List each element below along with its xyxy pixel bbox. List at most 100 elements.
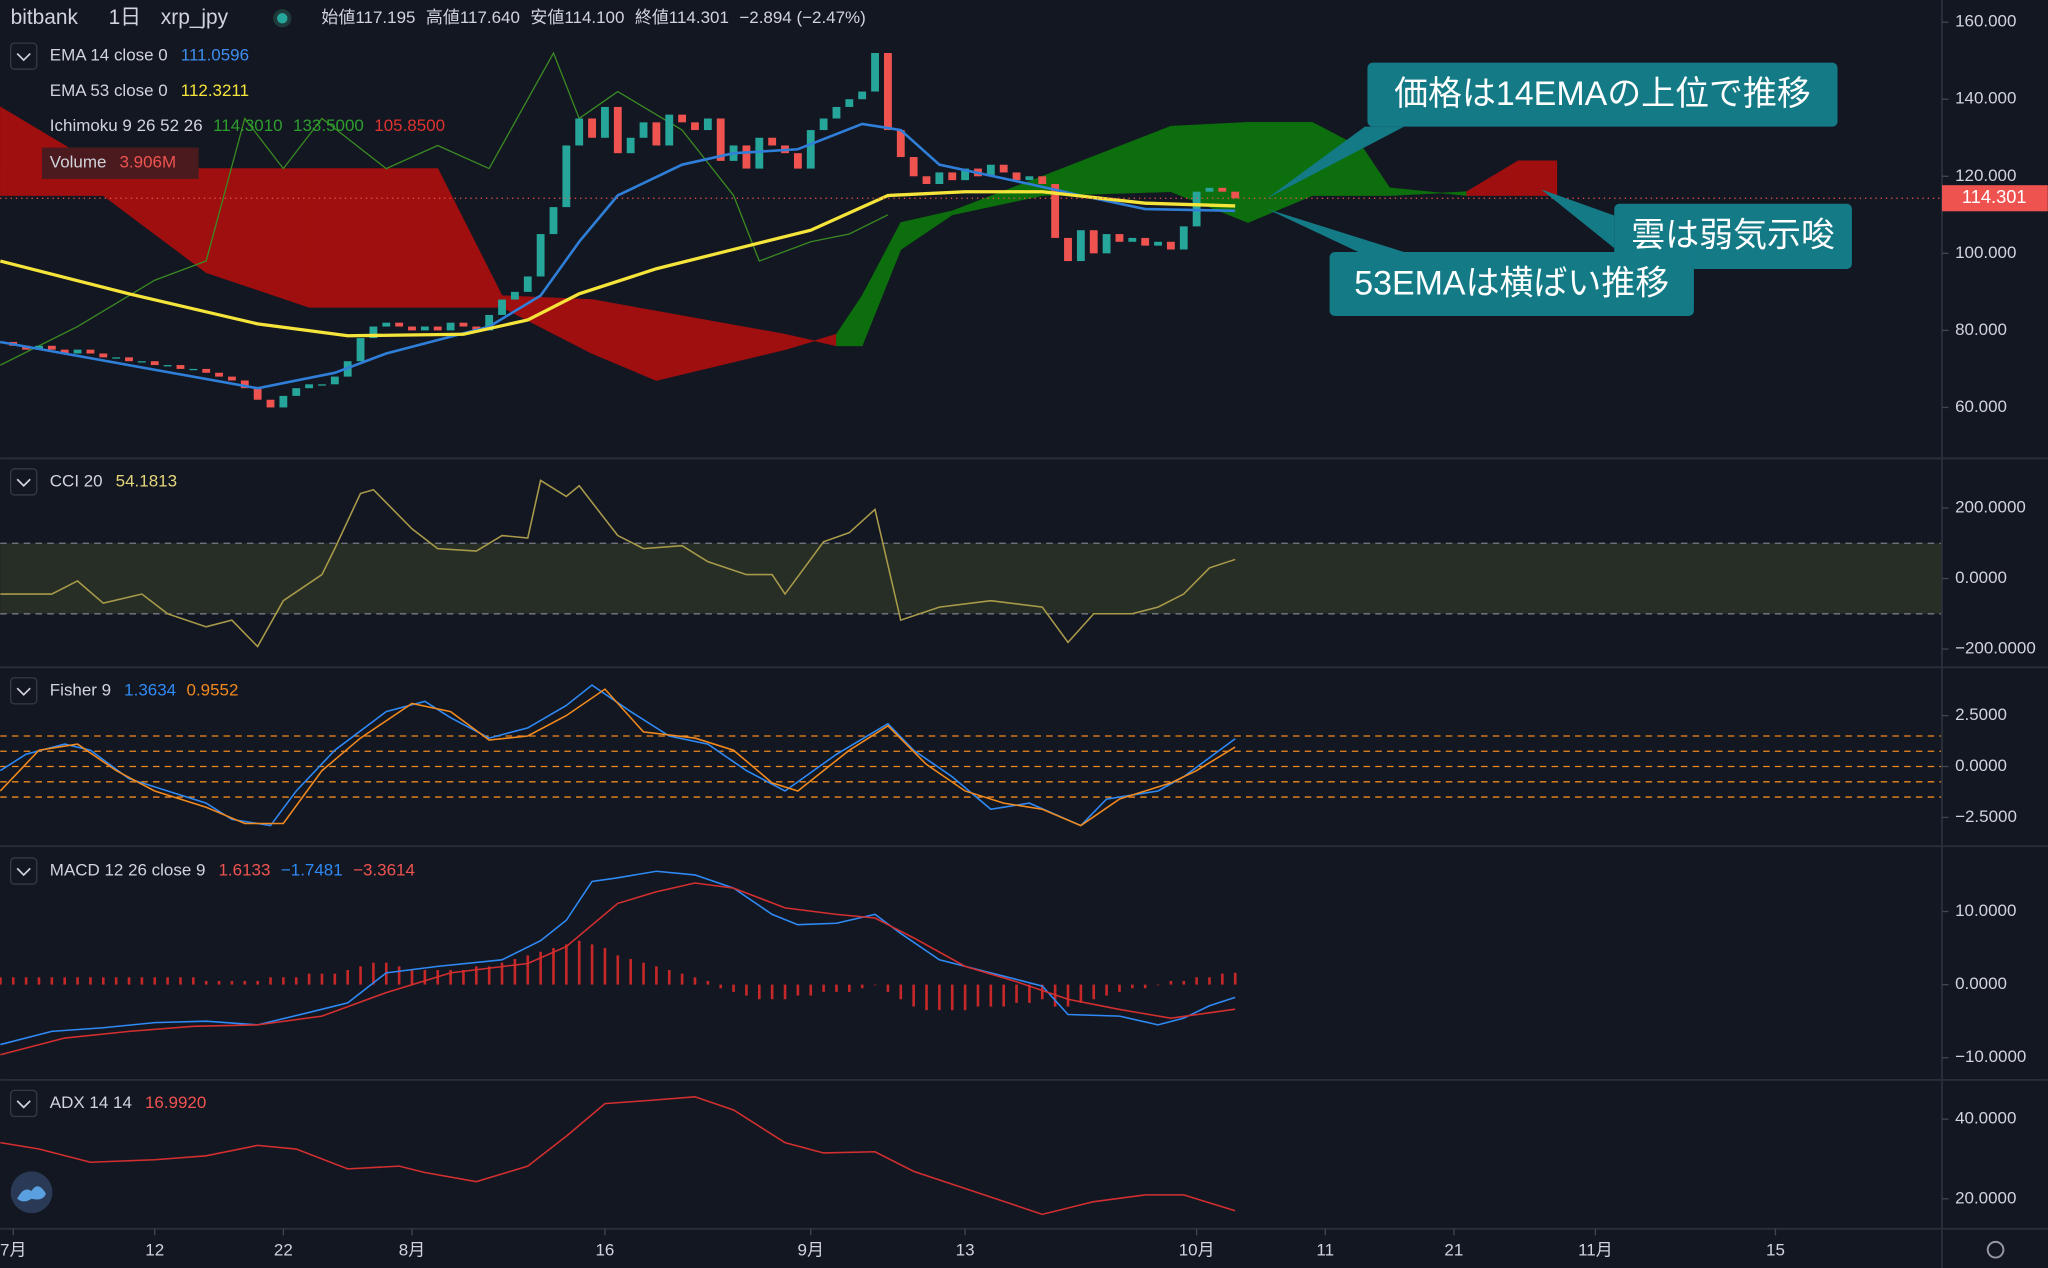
histogram-bar [204,980,208,985]
x-tick-label: 9月 [798,1241,824,1260]
histogram-bar [89,977,92,985]
histogram-bar [282,977,285,985]
candle [86,349,95,354]
histogram-bar [50,977,54,985]
candle [228,376,236,381]
candle [1076,230,1085,262]
histogram-bar [500,962,504,985]
histogram-bar [230,980,234,985]
histogram-bar [1208,977,1211,985]
candle [1064,237,1072,262]
candle [369,326,378,339]
histogram-bar [938,984,941,1011]
cloud [308,168,439,308]
histogram-bar [1066,984,1070,1007]
histogram-bar [565,944,568,985]
ema-line [0,190,1236,338]
candle [1179,226,1188,250]
candle [909,157,918,177]
candle [948,172,957,181]
legend-name: CCI 20 [50,471,103,490]
x-tick-label: 22 [274,1241,293,1260]
candle [137,361,146,363]
y-tick-label: 80.000 [1955,320,2007,339]
candle [832,106,841,119]
histogram-bar [629,959,632,985]
y-tick-label: −2.5000 [1955,807,2017,826]
histogram-bar [912,984,915,1007]
candle [626,137,635,154]
ohlc-label: 安値 [530,8,564,27]
histogram-bar [655,966,658,985]
histogram-bar [1233,972,1237,985]
candle [871,53,879,92]
legend-value: 133.5000 [293,116,364,135]
candle [1166,241,1175,250]
candle [292,388,301,396]
legend-value: 54.1813 [116,471,177,490]
last-price-box [1942,185,2048,212]
histogram-bar [1079,984,1083,1003]
candle [1231,191,1240,199]
legend-name: Fisher 9 [50,680,111,699]
histogram-bar [63,977,67,985]
settings-icon[interactable] [1986,1240,2005,1259]
y-tick-label: 40.0000 [1955,1109,2016,1128]
candle [420,326,429,331]
histogram-bar [603,948,607,985]
x-tick-label: 7月 [0,1241,26,1260]
candle [858,91,867,100]
histogram-bar [217,980,221,985]
histogram-bar [1040,984,1044,1000]
candle [806,130,815,169]
candle [536,234,545,277]
x-tick-label: 10月 [1179,1241,1215,1260]
y-tick-label: 140.000 [1955,89,2016,108]
candle [1012,172,1021,181]
histogram-bar [475,966,478,985]
candle [639,122,648,138]
histogram-bar [745,984,748,996]
candle [125,357,133,362]
histogram-bar [192,977,195,985]
histogram-bar [423,969,427,985]
change: −2.894 (−2.47%) [739,8,865,27]
collapse-button [9,857,38,885]
legend-name: EMA 53 close 0 [50,81,168,100]
candle [793,153,802,169]
histogram-bar [1169,980,1173,985]
y-tick-label: 2.5000 [1955,705,2007,724]
legend-value: 3.906M [119,153,176,172]
legend-value: 0.9552 [187,680,239,699]
candle [1089,230,1098,254]
candle [1218,187,1227,192]
candle [562,145,571,208]
y-tick-label: 20.0000 [1955,1188,2016,1207]
callout-pointer [1266,208,1405,253]
candle [703,118,712,131]
candle [150,361,159,366]
histogram-bar [873,984,877,986]
callout-box [1367,62,1838,127]
candle [446,322,455,331]
candle [60,349,69,354]
histogram-bar [1143,984,1147,989]
ohlc-label: 終値 [635,8,669,27]
histogram-bar [770,984,774,1000]
callout-pointer [1266,126,1405,199]
callout-pointer [1541,189,1615,249]
candle [485,314,494,331]
x-tick-label: 21 [1444,1241,1463,1260]
candle [961,168,970,181]
histogram-bar [101,977,105,985]
legend-value: −3.3614 [353,860,415,879]
ohlc-value: 114.100 [564,8,624,27]
candle [742,145,751,169]
candle [73,349,82,354]
candle [253,388,262,400]
candle [588,118,596,138]
histogram-bar [153,977,157,985]
candle [240,380,249,389]
histogram-bar [1131,984,1134,989]
